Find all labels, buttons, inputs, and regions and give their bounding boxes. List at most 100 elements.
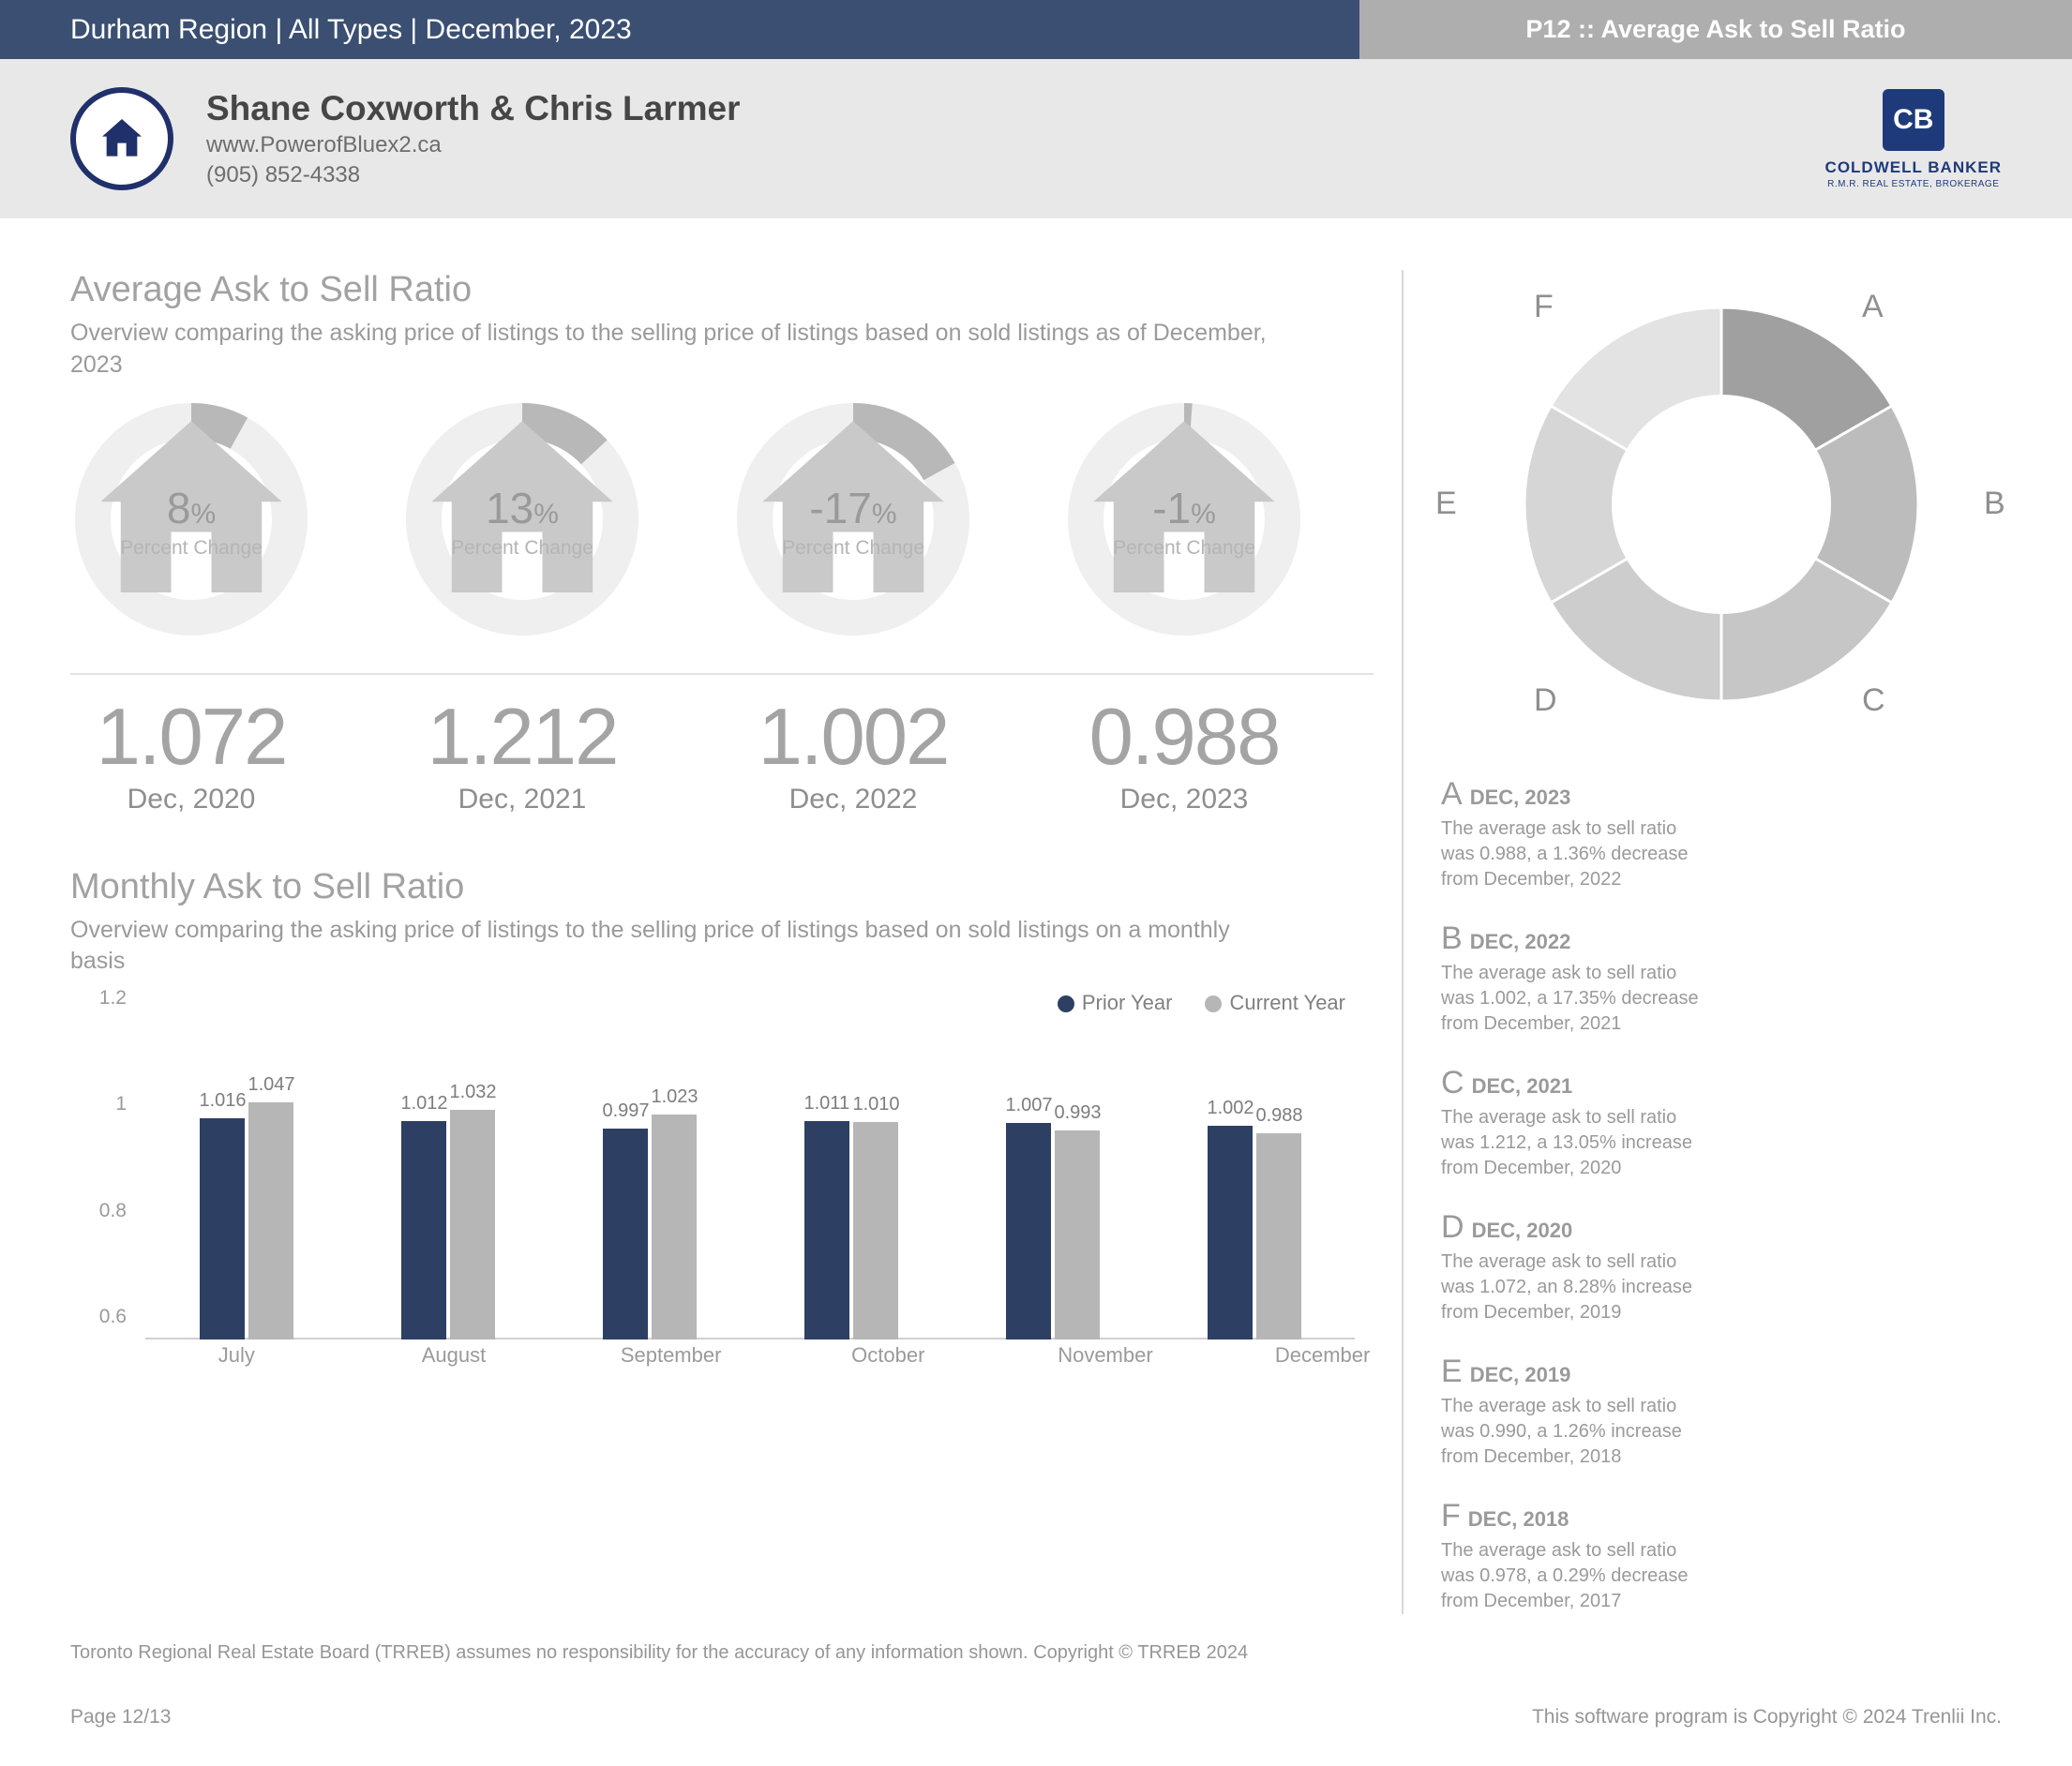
caption-letter: B (1441, 920, 1463, 956)
big-value-date: Dec, 2021 (401, 784, 643, 816)
agent-website: www.PowerofBluex2.ca (206, 132, 741, 158)
agent-name: Shane Coxworth & Chris Larmer (206, 89, 741, 128)
bar: 1.023 (652, 1115, 697, 1339)
bar: 1.016 (200, 1118, 245, 1339)
caption-letter: C (1441, 1065, 1464, 1100)
gauges-row: 8% Percent Change 13% Percent Change (70, 398, 1374, 645)
agent-band: Shane Coxworth & Chris Larmer www.Powero… (0, 59, 2072, 218)
legend-item: Prior Year (1058, 991, 1173, 1015)
barchart-xtick: December (1231, 1343, 1414, 1368)
barchart-xtick: September (579, 1343, 762, 1368)
topbar-left: Durham Region | All Types | December, 20… (0, 0, 1359, 59)
caption-letter: A (1441, 776, 1463, 812)
bar-value: 1.012 (401, 1093, 446, 1115)
bar-group: 1.0070.993 (952, 1123, 1153, 1339)
divider (70, 673, 1374, 675)
donut-caption: D DEC, 2020 The average ask to sell ratio… (1441, 1209, 1704, 1325)
big-value-date: Dec, 2020 (70, 784, 312, 816)
big-value-date: Dec, 2022 (732, 784, 974, 816)
gauge-label: Percent Change (120, 537, 263, 560)
bar: 1.007 (1006, 1123, 1051, 1339)
brokerage-badge-icon: CB (1883, 89, 1944, 151)
caption-date: DEC, 2020 (1472, 1219, 1573, 1242)
gauge-percent: 8% (167, 483, 216, 533)
bar: 1.010 (853, 1122, 898, 1339)
big-value-num: 0.988 (1063, 692, 1305, 784)
donut-caption: C DEC, 2021 The average ask to sell ratio… (1441, 1065, 1704, 1181)
barchart-legend: Prior YearCurrent Year (70, 991, 1374, 1015)
big-value: 0.988 Dec, 2023 (1063, 692, 1305, 816)
bar-group: 1.0020.988 (1153, 1126, 1355, 1339)
barchart-xtick: October (797, 1343, 980, 1368)
barchart-xtick: July (145, 1343, 328, 1368)
caption-desc: The average ask to sell ratio was 0.978,… (1441, 1538, 1704, 1614)
top-bar: Durham Region | All Types | December, 20… (0, 0, 2072, 59)
donut-segment-label: B (1984, 486, 2005, 522)
bar-group: 0.9971.023 (548, 1115, 750, 1339)
big-value-num: 1.212 (401, 692, 643, 784)
gauge: -17% Percent Change (732, 398, 974, 645)
barchart-xtick: August (363, 1343, 546, 1368)
bar-value: 1.002 (1208, 1098, 1253, 1119)
donut-caption: BDEC, 2022 The average ask to sell ratio… (1441, 920, 1704, 1037)
barchart-ytick: 1 (115, 1093, 127, 1115)
big-value: 1.072 Dec, 2020 (70, 692, 312, 816)
bigvals-row: 1.072 Dec, 2020 1.212 Dec, 2021 1.002 Dec,… (70, 692, 1374, 816)
gauge: 13% Percent Change (401, 398, 643, 645)
caption-desc: The average ask to sell ratio was 1.072,… (1441, 1250, 1704, 1325)
caption-date: DEC, 2021 (1472, 1074, 1573, 1098)
barchart-xtick: November (1014, 1343, 1197, 1368)
big-value: 1.002 Dec, 2022 (732, 692, 974, 816)
section2-subtitle: Overview comparing the asking price of l… (70, 915, 1289, 979)
gauge-percent: -17% (809, 483, 896, 533)
bar: 0.997 (603, 1129, 648, 1339)
caption-letter: E (1441, 1354, 1463, 1389)
caption-desc: The average ask to sell ratio was 1.212,… (1441, 1105, 1704, 1181)
bar-value: 1.023 (652, 1086, 697, 1108)
bar-value: 1.007 (1006, 1095, 1051, 1116)
footer-disclaimer: Toronto Regional Real Estate Board (TRRE… (70, 1642, 2002, 1664)
donut-captions: A DEC, 2023 The average ask to sell ratio… (1441, 776, 2002, 1614)
gauge-label: Percent Change (451, 537, 593, 560)
gauge-label: Percent Change (782, 537, 924, 560)
agent-phone: (905) 852-4338 (206, 162, 741, 188)
donut-caption: E DEC, 2019 The average ask to sell ratio… (1441, 1354, 1704, 1470)
bar: 1.047 (248, 1102, 293, 1339)
gauge-percent: -1% (1152, 483, 1216, 533)
agent-avatar-icon (70, 87, 173, 190)
caption-desc: The average ask to sell ratio was 0.990,… (1441, 1394, 1704, 1470)
gauge-label: Percent Change (1113, 537, 1255, 560)
big-value-num: 1.002 (732, 692, 974, 784)
donut-segment-label: F (1534, 289, 1554, 325)
bar-value: 1.047 (248, 1074, 293, 1096)
barchart-ytick: 1.2 (99, 987, 127, 1010)
caption-desc: The average ask to sell ratio was 0.988,… (1441, 816, 1704, 892)
bar-value: 1.010 (853, 1094, 898, 1115)
caption-letter: D (1441, 1209, 1464, 1245)
barchart-ytick: 0.6 (99, 1306, 127, 1328)
bar: 0.993 (1055, 1130, 1100, 1339)
donut-segment-label: C (1862, 682, 1885, 719)
donut-caption: FDEC, 2018 The average ask to sell ratio… (1441, 1498, 1704, 1614)
bar-value: 1.032 (450, 1082, 495, 1103)
donut-segment-label: E (1435, 486, 1457, 522)
caption-letter: F (1441, 1498, 1461, 1534)
bar-group: 1.0121.032 (347, 1110, 548, 1339)
caption-desc: The average ask to sell ratio was 1.002,… (1441, 961, 1704, 1037)
caption-date: DEC, 2023 (1470, 786, 1571, 809)
bar-group: 1.0161.047 (145, 1102, 347, 1339)
caption-date: DEC, 2019 (1470, 1363, 1571, 1386)
big-value-num: 1.072 (70, 692, 312, 784)
bar: 0.988 (1256, 1133, 1301, 1339)
agent-block: Shane Coxworth & Chris Larmer www.Powero… (70, 87, 741, 190)
brokerage-block: CB COLDWELL BANKER R.M.R. REAL ESTATE, B… (1825, 89, 2002, 189)
footer-page: Page 12/13 (70, 1706, 171, 1729)
gauge: -1% Percent Change (1063, 398, 1305, 645)
big-value-date: Dec, 2023 (1063, 784, 1305, 816)
bar-group: 1.0111.010 (750, 1121, 952, 1339)
bar: 1.032 (450, 1110, 495, 1339)
bar-value: 0.997 (603, 1100, 648, 1122)
bar-value: 0.988 (1256, 1105, 1301, 1127)
big-value: 1.212 Dec, 2021 (401, 692, 643, 816)
gauge: 8% Percent Change (70, 398, 312, 645)
